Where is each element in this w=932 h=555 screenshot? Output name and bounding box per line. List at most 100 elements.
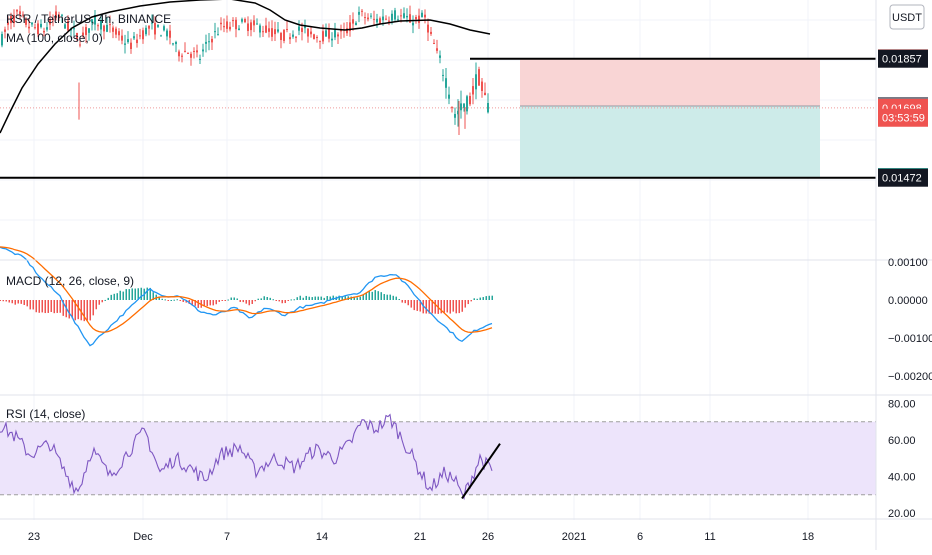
candle-body [337,34,339,37]
macd-histogram-bar [53,300,55,314]
candle-body [172,43,174,45]
date-axis-label: 6 [637,531,643,543]
macd-histogram-bar [341,296,343,300]
macd-histogram-bar [431,300,433,314]
candle-body [7,22,9,25]
macd-histogram-bar [179,300,181,301]
candle-body [274,29,276,35]
macd-histogram-bar [416,300,418,311]
macd-histogram-bar [86,300,88,321]
macd-histogram-bar [236,298,238,300]
candle-body [292,34,294,37]
macd-histogram-bar [107,297,109,300]
stop-loss-zone[interactable] [520,58,820,106]
candle-body [460,103,462,111]
candle-body [469,96,471,105]
macd-signal-line [0,246,493,334]
macd-histogram-bar [227,299,229,301]
candle-body [181,55,183,57]
macd-histogram-bar [239,300,241,302]
macd-histogram-bar [134,288,136,300]
candle-body [145,27,147,35]
price-tag [878,108,928,127]
macd-histogram-bar [320,296,322,300]
candle-body [190,53,192,58]
candle-body [412,22,414,26]
candle-body [232,20,234,22]
candle-body [76,32,78,39]
rsi-axis-tick: 40.00 [888,472,916,484]
macd-histogram-bar [275,300,277,301]
macd-histogram-bar [38,300,40,313]
candle-body [298,26,300,31]
macd-histogram-bar [476,298,478,300]
candle-body [334,29,336,38]
candle-body [91,19,93,23]
macd-histogram-bar [62,300,64,316]
rsi-trendline[interactable] [461,443,501,499]
price-tag [878,168,928,187]
macd-histogram-bar [215,300,217,305]
macd-histogram-bar [218,300,220,302]
candle-body [136,39,138,44]
macd-histogram-bar [203,300,205,307]
macd-histogram-bar [479,297,481,300]
macd-histogram-bar [68,300,70,319]
candle-body [16,10,18,12]
candle-body [319,40,321,42]
candle-body [487,103,489,113]
macd-histogram-bar [296,297,298,300]
ma-indicator-label[interactable]: MA (100, close, 0) [6,31,103,45]
candle-body [268,28,270,32]
candle-body [211,38,213,43]
candle-body [49,18,51,25]
candle-body [349,22,351,32]
candle-body [214,31,216,33]
date-axis-label: 18 [802,531,814,543]
candle-body [295,36,297,38]
candle-body [361,10,363,12]
macd-histogram-bar [314,296,316,300]
candle-body [46,27,48,30]
candle-body [160,35,162,37]
macd-histogram-bar [248,300,250,306]
macd-histogram-bar [182,300,184,302]
macd-histogram-bar [443,300,445,313]
date-axis-label: 23 [28,531,40,543]
candle-body [436,48,438,51]
macd-histogram-bar [74,300,76,321]
macd-histogram-bar [59,300,61,313]
macd-histogram-bar [14,300,16,305]
candle-body [472,86,474,95]
macd-histogram-bar [377,291,379,300]
candle-body [304,25,306,29]
candle-body [373,18,375,20]
take-profit-zone[interactable] [520,106,820,178]
currency-button[interactable] [889,4,925,30]
rsi-axis-tick: 20.00 [888,508,916,520]
rsi-indicator-label[interactable]: RSI (14, close) [6,407,85,421]
currency-button-label[interactable]: USDT [892,12,922,24]
candle-body [115,28,117,35]
macd-histogram-bar [11,300,13,304]
candle-body [400,15,402,17]
macd-histogram-bar [485,296,487,300]
candle-body [157,24,159,27]
candle-body [22,14,24,16]
macd-histogram-bar [2,300,4,302]
macd-histogram-bar [473,298,475,300]
candle-body [67,20,69,31]
macd-histogram-bar [281,300,283,304]
candle-body [139,35,141,37]
macd-histogram-bar [389,294,391,300]
macd-histogram-bar [359,296,361,300]
candle-body [394,10,396,20]
candle-body [43,30,45,33]
candle-body [94,14,96,25]
candle-body [97,25,99,27]
macd-histogram-bar [455,300,457,314]
macd-indicator-label[interactable]: MACD (12, 26, close, 9) [6,274,134,288]
date-axis-label: 26 [482,531,494,543]
candle-body [151,22,153,24]
